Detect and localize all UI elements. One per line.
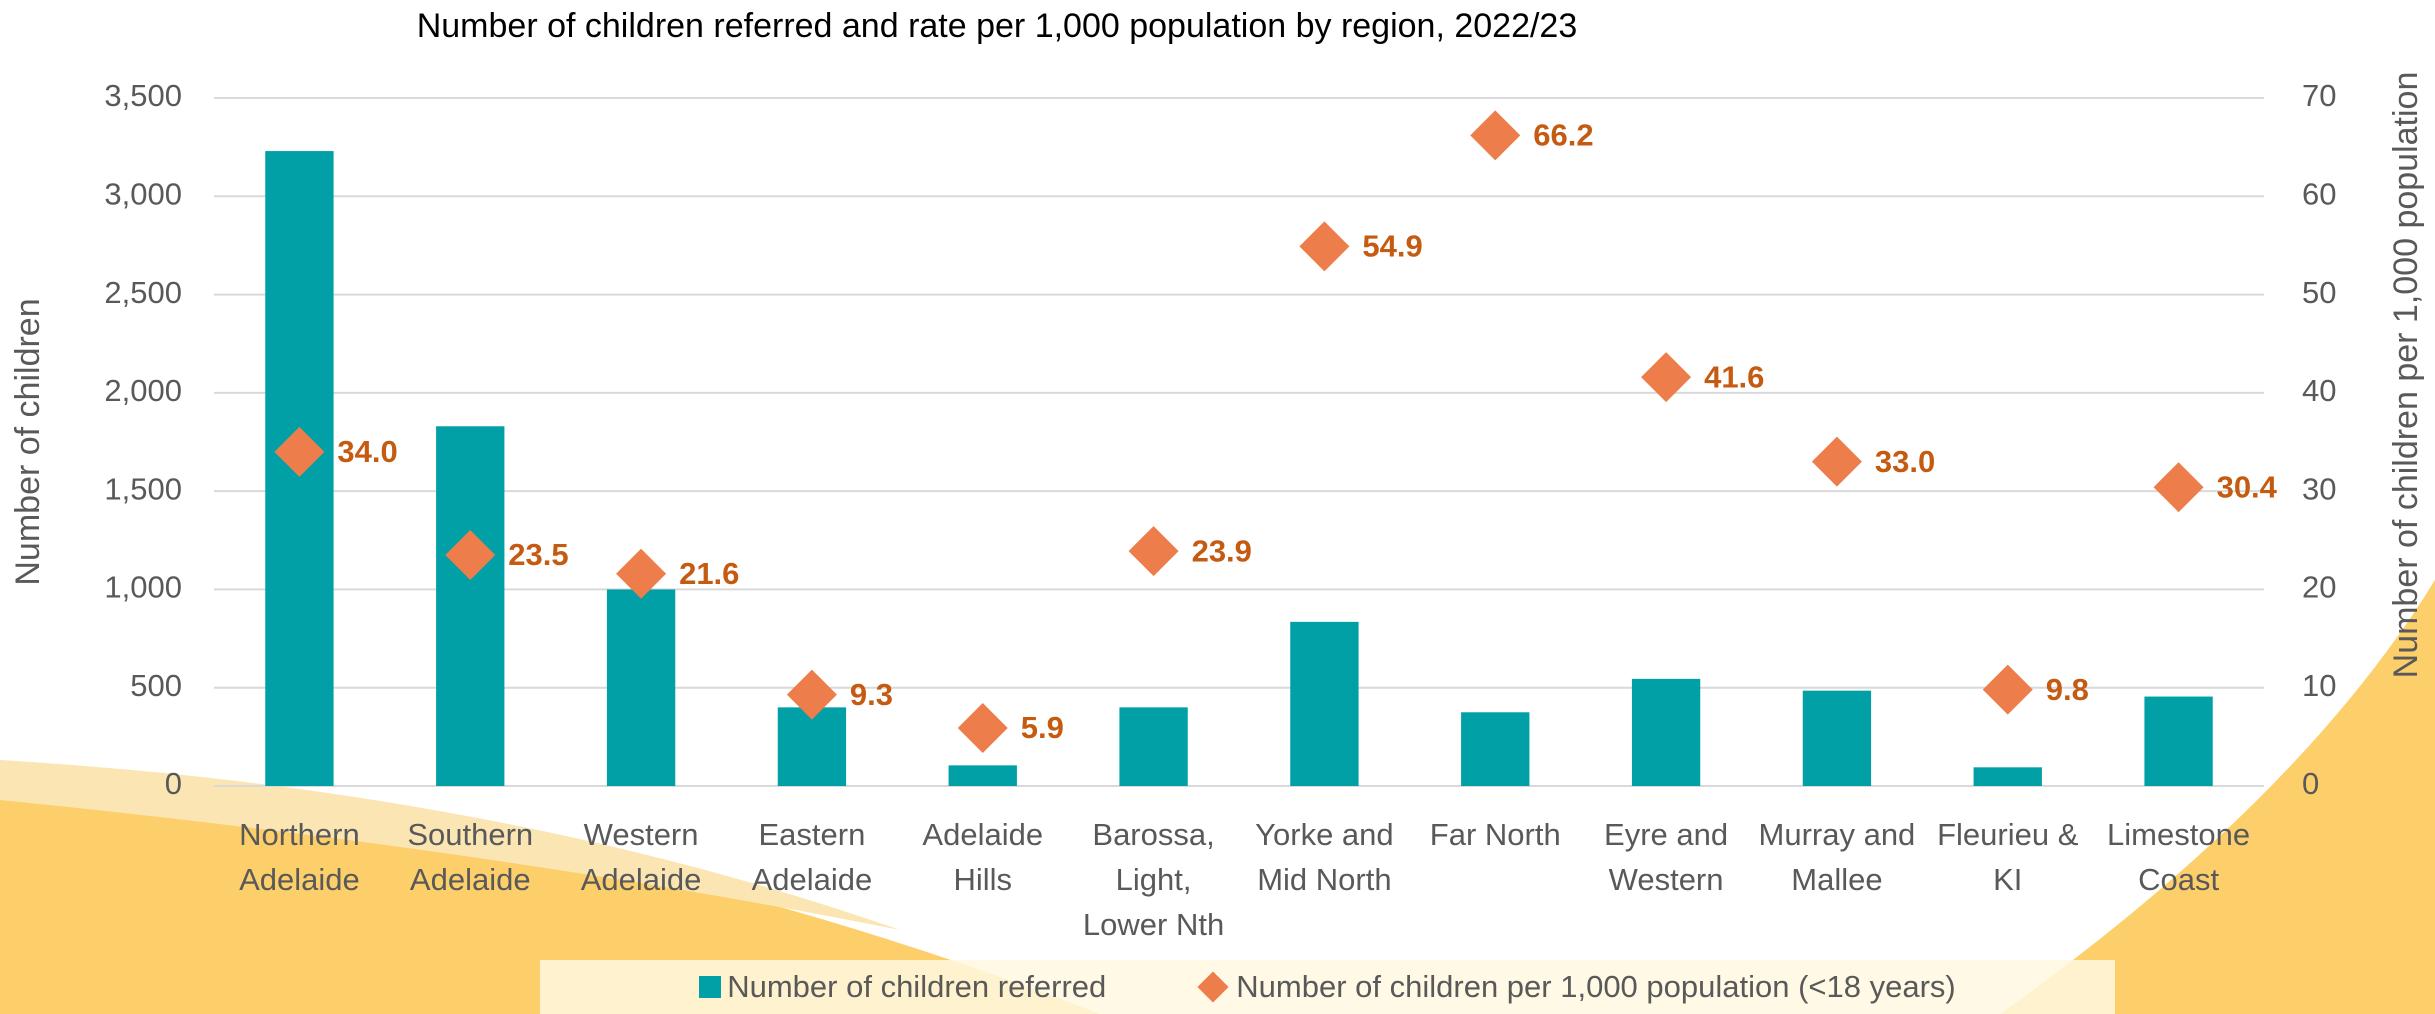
diamond-marker [1812,437,1862,487]
data-label: 23.5 [508,537,568,572]
x-tick-label: Murray and Mallee [1756,812,1919,902]
y-axis-label: Number of children [9,298,47,585]
data-label: 21.6 [679,556,739,591]
x-tick-label: Southern Adelaide [389,812,552,902]
data-label: 66.2 [1533,118,1593,153]
y2-tick-label: 40 [2302,373,2336,408]
bar [1803,691,1871,786]
diamond-marker [1983,665,2033,715]
bar [1119,707,1187,786]
diamond-marker [1470,110,1520,160]
x-tick-label: Adelaide Hills [901,812,1064,902]
diamond-marker [958,703,1008,753]
diamond-marker [1299,221,1349,271]
x-tick-label: Northern Adelaide [218,812,381,902]
diamond-marker [1129,526,1179,576]
data-label: 30.4 [2217,469,2278,504]
data-label: 41.6 [1704,359,1764,394]
bar [1290,622,1358,786]
legend-item: Number of children per 1,000 population … [1196,969,1955,1005]
x-tick-label: Yorke and Mid North [1243,812,1406,902]
legend-label: Number of children referred [727,969,1106,1005]
y2-tick-label: 70 [2302,78,2336,113]
data-label: 34.0 [337,434,397,469]
y2-tick-label: 50 [2302,275,2336,310]
bar [1974,767,2042,786]
y-tick-label: 500 [130,668,182,703]
x-tick-label: Eyre and Western [1585,812,1748,902]
legend-item: Number of children referred [699,969,1106,1005]
y2-tick-label: 60 [2302,176,2336,211]
background-swoosh [2000,580,2435,1014]
data-label: 33.0 [1875,444,1935,479]
bar [949,765,1017,786]
x-tick-label: Fleurieu & KI [1926,812,2089,902]
bar [1632,679,1700,786]
diamond-marker [2154,462,2204,512]
legend-marker [1198,971,1229,1002]
bar [607,589,675,786]
bar [436,426,504,786]
y-tick-label: 0 [165,766,182,801]
diamond-marker [1641,352,1691,402]
data-label: 23.9 [1192,533,1252,568]
y2-tick-label: 0 [2302,766,2319,801]
x-tick-label: Eastern Adelaide [731,812,894,902]
data-label: 5.9 [1021,710,1064,745]
legend-marker [699,976,721,998]
x-tick-label: Western Adelaide [560,812,723,902]
y2-tick-label: 10 [2302,668,2336,703]
y-tick-label: 3,500 [104,78,182,113]
chart-page: Number of children referred and rate per… [0,0,2435,1014]
x-tick-label: Far North [1414,812,1577,857]
y2-axis-label: Number of children per 1,000 population [2387,72,2425,679]
legend: Number of children referred Number of chi… [540,960,2115,1014]
y2-tick-label: 20 [2302,570,2336,605]
legend-label: Number of children per 1,000 population … [1236,969,1955,1005]
y-tick-label: 2,500 [104,275,182,310]
bar [2144,697,2212,786]
data-label: 9.3 [850,677,893,712]
x-tick-label: Barossa, Light, Lower Nth [1072,812,1235,947]
x-tick-label: Limestone Coast [2097,812,2260,902]
y-tick-label: 3,000 [104,176,182,211]
chart-title: Number of children referred and rate per… [417,7,1578,45]
y-tick-label: 1,000 [104,570,182,605]
y2-tick-label: 30 [2302,471,2336,506]
bar [1461,712,1529,786]
y-tick-label: 2,000 [104,373,182,408]
data-label: 9.8 [2046,672,2089,707]
y-tick-label: 1,500 [104,471,182,506]
data-label: 54.9 [1362,229,1422,264]
